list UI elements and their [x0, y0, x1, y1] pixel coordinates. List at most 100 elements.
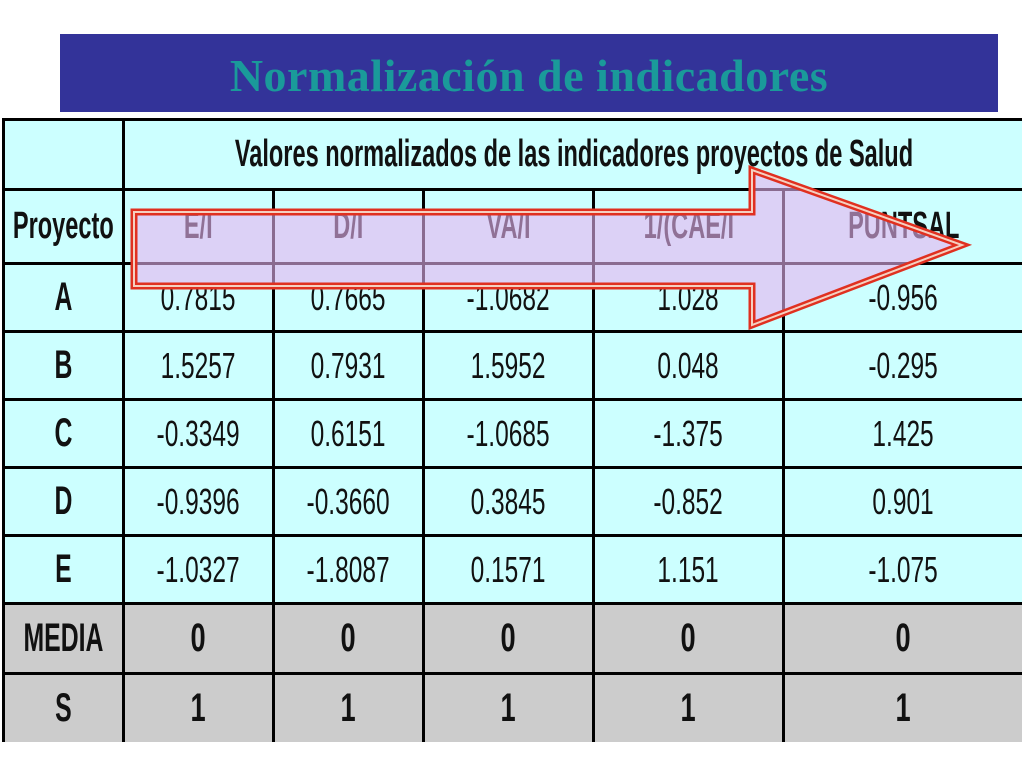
- stat-cell-text: 0: [680, 616, 697, 660]
- stat-label: MEDIA: [5, 605, 122, 672]
- table-cell: -1.375: [595, 401, 782, 466]
- table-cell-text: 0.3845: [471, 480, 546, 522]
- table-cell: 1.5952: [425, 333, 592, 398]
- table-cell: -1.0682: [425, 265, 592, 330]
- stat-cell-text: 1: [190, 686, 207, 730]
- table-cell-text: 1.425: [872, 412, 935, 454]
- stat-cell: 0: [275, 605, 422, 672]
- row-label: D: [5, 469, 122, 534]
- stat-cell: 0: [785, 605, 1022, 672]
- row-label: C: [5, 401, 122, 466]
- table-cell-text: -0.3349: [156, 412, 241, 454]
- column-header-text: PUNTSAL: [847, 205, 960, 247]
- stat-cell: 1: [275, 675, 422, 742]
- stat-cell: 0: [125, 605, 272, 672]
- table-cell: -0.852: [595, 469, 782, 534]
- table-cell: 0.048: [595, 333, 782, 398]
- group-header-text: Valores normalizados de las indicadores …: [234, 133, 913, 175]
- table-cell: -0.956: [785, 265, 1022, 330]
- group-header: Valores normalizados de las indicadores …: [125, 121, 1022, 188]
- row-label-text: C: [54, 411, 73, 455]
- stat-cell-text: 0: [500, 616, 517, 660]
- column-header: E/I: [125, 191, 272, 262]
- table-cell-text: -1.8087: [306, 548, 391, 590]
- stat-cell-text: 0: [190, 616, 207, 660]
- table-cell: -1.8087: [275, 537, 422, 602]
- column-header-text: 1/(CAE/I: [643, 205, 734, 247]
- table-cell-text: 0.1571: [471, 548, 546, 590]
- table-cell-text: -0.295: [868, 344, 939, 386]
- table-cell-text: -0.9396: [156, 480, 241, 522]
- column-header: VA/I: [425, 191, 592, 262]
- table-cell-text: -0.3660: [306, 480, 391, 522]
- row-label-text: B: [54, 343, 73, 387]
- stat-cell: 1: [125, 675, 272, 742]
- row-label-text: A: [54, 275, 73, 319]
- stat-label-text: S: [55, 686, 72, 730]
- stat-cell: 0: [425, 605, 592, 672]
- stat-cell-text: 0: [895, 616, 912, 660]
- table-cell: -1.0327: [125, 537, 272, 602]
- table-cell: 0.901: [785, 469, 1022, 534]
- table-cell: -0.3660: [275, 469, 422, 534]
- stat-cell: 1: [785, 675, 1022, 742]
- column-header: 1/(CAE/I: [595, 191, 782, 262]
- row-label-text: D: [54, 479, 73, 523]
- stat-cell: 1: [595, 675, 782, 742]
- table-cell-text: 0.901: [872, 480, 935, 522]
- table-cell-text: -1.0685: [466, 412, 551, 454]
- table-cell-text: 1.5952: [471, 344, 546, 386]
- column-header-text: VA/I: [486, 205, 531, 247]
- stat-cell-text: 1: [500, 686, 517, 730]
- stat-cell-text: 1: [895, 686, 912, 730]
- table-cell: 1.028: [595, 265, 782, 330]
- table-cell-text: 0.7665: [311, 276, 386, 318]
- table-cell: 0.6151: [275, 401, 422, 466]
- table-cell: 0.7931: [275, 333, 422, 398]
- stat-cell-text: 1: [680, 686, 697, 730]
- column-header-text: E/I: [184, 205, 213, 247]
- row-label: B: [5, 333, 122, 398]
- slide-title: Normalización de indicadores: [229, 49, 829, 101]
- row-header: Proyecto: [5, 191, 122, 262]
- row-label: A: [5, 265, 122, 330]
- table-cell-text: -0.852: [653, 480, 724, 522]
- row-header-text: Proyecto: [13, 205, 114, 247]
- stat-cell: 0: [595, 605, 782, 672]
- table-cell-text: 1.151: [657, 548, 720, 590]
- table-cell-text: 0.7815: [161, 276, 236, 318]
- table-cell: 0.1571: [425, 537, 592, 602]
- corner-cell: [5, 121, 122, 188]
- stat-label-text: MEDIA: [23, 616, 104, 660]
- table-cell-text: 0.048: [657, 344, 720, 386]
- table-cell: 1.151: [595, 537, 782, 602]
- table-cell: -0.295: [785, 333, 1022, 398]
- normalized-indicators-table: Valores normalizados de las indicadores …: [2, 118, 1022, 742]
- table-cell: -1.075: [785, 537, 1022, 602]
- table-cell-text: 0.7931: [311, 344, 386, 386]
- table-cell-text: -1.0327: [156, 548, 241, 590]
- table-cell: 0.7665: [275, 265, 422, 330]
- stat-cell-text: 0: [340, 616, 357, 660]
- stat-cell: 1: [425, 675, 592, 742]
- title-bar: Normalización de indicadores: [60, 34, 998, 112]
- column-header: PUNTSAL: [785, 191, 1022, 262]
- column-header-text: D/I: [333, 205, 364, 247]
- table-cell-text: -1.0682: [466, 276, 551, 318]
- row-label-text: E: [55, 547, 72, 591]
- stat-label: S: [5, 675, 122, 742]
- table-cell: -1.0685: [425, 401, 592, 466]
- table-cell: 0.7815: [125, 265, 272, 330]
- table-cell: 1.5257: [125, 333, 272, 398]
- table-cell: -0.3349: [125, 401, 272, 466]
- table-cell-text: 0.6151: [311, 412, 386, 454]
- row-label: E: [5, 537, 122, 602]
- table-cell-text: -1.075: [868, 548, 939, 590]
- column-header: D/I: [275, 191, 422, 262]
- table-cell: 1.425: [785, 401, 1022, 466]
- table-cell-text: 1.028: [657, 276, 720, 318]
- table-cell-text: 1.5257: [161, 344, 236, 386]
- table-cell-text: -0.956: [868, 276, 939, 318]
- table-cell: -0.9396: [125, 469, 272, 534]
- table-cell: 0.3845: [425, 469, 592, 534]
